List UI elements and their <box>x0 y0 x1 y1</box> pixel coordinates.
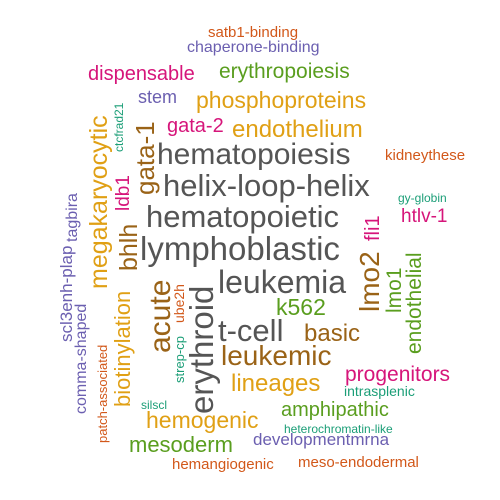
word-amphipathic: amphipathic <box>281 399 389 421</box>
word-t-cell: t-cell <box>218 313 284 348</box>
word-phosphoproteins: phosphoproteins <box>196 87 367 113</box>
word-developmentmrna: developmentmrna <box>253 430 390 449</box>
word-satb1-binding: satb1-binding <box>208 24 299 41</box>
word-heterochromatin-like: heterochromatin-like <box>284 422 393 436</box>
word-erythropoiesis: erythropoiesis <box>219 60 350 83</box>
word-mesoderm: mesoderm <box>129 432 233 457</box>
word-helix-loop-helix: helix-loop-helix <box>163 168 370 203</box>
word-lineages: lineages <box>231 370 321 397</box>
word-patch-associated: patch-associated <box>95 344 110 443</box>
word-hemangiogenic: hemangiogenic <box>172 456 274 473</box>
word-endothelial: endothelial <box>403 252 426 354</box>
word-hematopoietic: hematopoietic <box>146 199 340 234</box>
word-stem: stem <box>138 87 178 107</box>
word-k562: k562 <box>276 294 326 320</box>
word-htlv-1: htlv-1 <box>401 206 448 227</box>
word-gata-1: gata-1 <box>130 121 160 195</box>
word-basic: basic <box>304 320 361 347</box>
word-intrasplenic: intrasplenic <box>344 383 415 399</box>
word-lmo1: lmo1 <box>383 267 406 313</box>
word-lmo2: lmo2 <box>354 251 385 312</box>
word-biotinylation: biotinylation <box>110 290 135 407</box>
word-lymphoblastic: lymphoblastic <box>140 230 340 267</box>
word-hematopoiesis: hematopoiesis <box>157 138 351 171</box>
word-ctcfrad21: ctcfrad21 <box>112 102 126 152</box>
word-progenitors: progenitors <box>345 363 451 386</box>
word-gata-2: gata-2 <box>167 115 224 137</box>
word-hemogenic: hemogenic <box>146 407 259 433</box>
word-endothelium: endothelium <box>232 116 363 143</box>
word-meso-endodermal: meso-endodermal <box>298 454 419 471</box>
word-silscl: silscl <box>141 398 167 412</box>
word-gy-globin: gy-globin <box>398 191 447 205</box>
word-fli1: fli1 <box>362 215 384 241</box>
word-leukemia: leukemia <box>218 264 347 300</box>
word-chaperone-binding: chaperone-binding <box>187 39 320 56</box>
word-comma-shaped: comma-shaped <box>73 303 90 414</box>
word-bhlh: bhlh <box>115 223 143 271</box>
word-megakaryocytic: megakaryocytic <box>85 115 113 289</box>
word-tagbira: tagbira <box>64 193 81 242</box>
word-erythroid: erythroid <box>183 285 220 414</box>
word-kidneythese: kidneythese <box>385 147 466 164</box>
word-dispensable: dispensable <box>88 63 195 85</box>
word-leukemic: leukemic <box>221 340 332 371</box>
